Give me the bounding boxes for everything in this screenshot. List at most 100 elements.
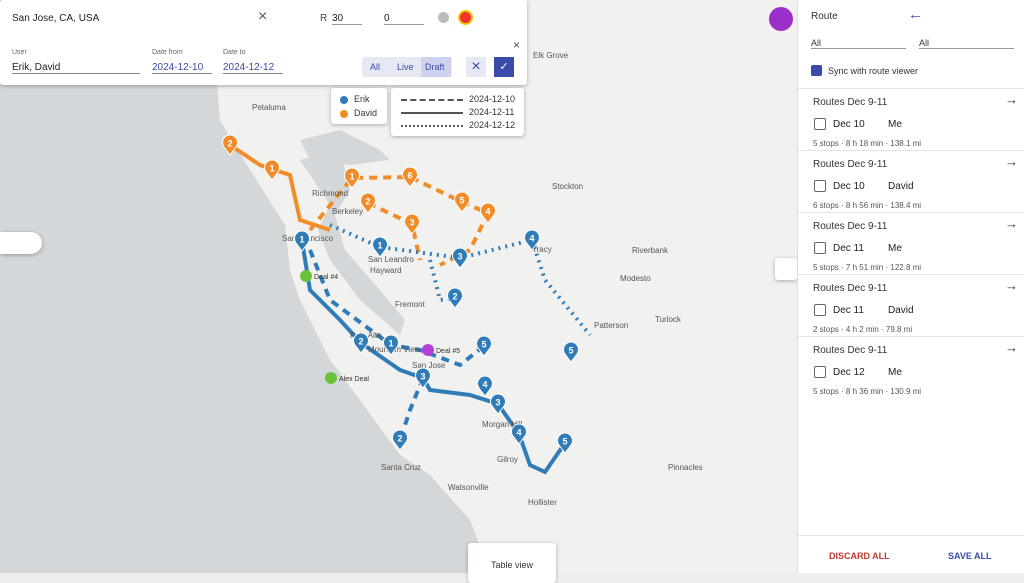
- stop-marker: [454, 191, 470, 213]
- layers-button[interactable]: [0, 232, 42, 254]
- stop-marker: [524, 229, 540, 251]
- place-label: Pinnacles: [668, 463, 703, 472]
- filter-a[interactable]: All: [811, 38, 906, 49]
- stop-number: 5: [459, 195, 464, 205]
- legend-date: 2024-12-11: [469, 107, 515, 117]
- table-view-tab[interactable]: Table view: [468, 543, 556, 583]
- cancel-button[interactable]: ×: [466, 57, 486, 77]
- stop-number: 3: [495, 397, 500, 407]
- route-date: Dec 11: [833, 243, 864, 254]
- place-label: San Jose: [412, 361, 446, 370]
- route-open[interactable]: →: [1005, 216, 1018, 231]
- route-open[interactable]: →: [1005, 340, 1018, 355]
- place-label: Stockton: [552, 182, 583, 191]
- stop-number: 1: [388, 338, 393, 348]
- place-label: Hayward: [370, 266, 402, 275]
- deal-marker: [325, 372, 337, 384]
- date-to-label: Date to: [223, 49, 246, 56]
- stop-marker: [476, 335, 492, 357]
- route-card[interactable]: Routes Dec 9-11 → Dec 12 Me 5 stops · 8 h 36…: [798, 336, 1024, 398]
- panel-title[interactable]: Route: [811, 11, 838, 22]
- filter-b[interactable]: All: [919, 38, 1014, 49]
- route-summary: 2 stops · 4 h 2 min · 79.8 mi: [813, 325, 913, 334]
- stop-marker: [360, 192, 376, 214]
- stop-marker: [452, 247, 468, 269]
- date-from[interactable]: 2024-12-10: [152, 62, 212, 74]
- legend-line: [401, 99, 463, 101]
- place-label: Watsonville: [448, 483, 489, 492]
- apply-button[interactable]: ✓: [494, 57, 514, 77]
- route-open[interactable]: →: [1005, 92, 1018, 107]
- route-summary: 5 stops · 8 h 18 min · 138.1 mi: [813, 139, 922, 148]
- route-user: Me: [888, 243, 902, 254]
- stop-number: 1: [269, 163, 274, 173]
- route-panel: Route ← All All Sync with route viewer R…: [797, 0, 1024, 573]
- radius-input[interactable]: 30: [332, 13, 362, 25]
- sync-label: Sync with route viewer: [828, 66, 919, 76]
- place-label: Richmond: [312, 189, 348, 198]
- save-button[interactable]: SAVE ALL: [948, 551, 992, 561]
- stop-number: 3: [409, 217, 414, 227]
- route-erik-1: [300, 240, 567, 475]
- route-name: Routes Dec 9-11: [813, 221, 888, 232]
- route-open[interactable]: →: [1005, 278, 1018, 293]
- route-card[interactable]: Routes Dec 9-11 → Dec 11 Me 5 stops · 7 h 51…: [798, 212, 1024, 274]
- stop-marker: [392, 429, 408, 451]
- legend-date: 2024-12-12: [469, 120, 516, 130]
- clear-button[interactable]: ×: [258, 8, 268, 25]
- deal-marker: [422, 344, 434, 356]
- route-summary: 5 stops · 8 h 36 min · 130.9 mi: [813, 387, 922, 396]
- mode-live[interactable]: Live: [397, 62, 414, 72]
- legend-line: [401, 125, 463, 127]
- place-label: Turlock: [655, 315, 682, 324]
- route-summary: 5 stops · 7 h 51 min · 122.8 mi: [813, 263, 922, 272]
- back-button[interactable]: ←: [908, 6, 923, 23]
- stop-number: 4: [529, 233, 534, 243]
- count-select[interactable]: 0: [384, 13, 424, 25]
- route-card[interactable]: Routes Dec 9-11 → Dec 11 David 2 stops · 4 h…: [798, 274, 1024, 336]
- discard-button[interactable]: DISCARD ALL: [829, 551, 890, 561]
- sync-checkbox[interactable]: [811, 65, 822, 76]
- route-card[interactable]: Routes Dec 9-11 → Dec 10 David 6 stops · 8 h…: [798, 150, 1024, 212]
- location-input[interactable]: San Jose, CA, USA: [12, 13, 100, 24]
- legend-user: David: [354, 108, 378, 118]
- deal-marker: [300, 270, 312, 282]
- stop-number: 3: [420, 371, 425, 381]
- route-date: Dec 11: [833, 305, 864, 316]
- route-card[interactable]: Routes Dec 9-11 → Dec 10 Me 5 stops · 8 h 18…: [798, 88, 1024, 150]
- place-label: Patterson: [594, 321, 628, 330]
- search-panel: San Jose, CA, USA × R 30 0 × User Erik, …: [0, 0, 527, 85]
- stop-marker: [294, 230, 310, 252]
- calendar-icon: [814, 304, 826, 316]
- close-filters[interactable]: ×: [513, 38, 521, 52]
- stop-number: 2: [452, 291, 457, 301]
- pin-button[interactable]: [769, 7, 793, 31]
- calendar-icon: [814, 242, 826, 254]
- stop-marker: [222, 134, 238, 156]
- calendar-icon: [814, 118, 826, 130]
- heat-toggle[interactable]: [460, 12, 471, 23]
- stop-marker: [344, 167, 360, 189]
- user-select[interactable]: Erik, David: [12, 62, 140, 74]
- stop-number: 5: [562, 436, 567, 446]
- stop-number: 3: [457, 251, 462, 261]
- deal-label: Deal #5: [436, 348, 460, 355]
- footer-divider: [798, 535, 1024, 536]
- status-dot[interactable]: [438, 12, 449, 23]
- stop-number: 4: [482, 379, 487, 389]
- table-view-label[interactable]: Table view: [491, 560, 534, 570]
- route-user: David: [888, 181, 914, 192]
- date-to[interactable]: 2024-12-12: [223, 62, 283, 74]
- mode-all[interactable]: All: [370, 62, 381, 72]
- panel-toggle[interactable]: [775, 258, 797, 280]
- place-label: Petaluma: [252, 103, 286, 112]
- mode-draft-bg: [421, 57, 451, 77]
- place-label: Elk Grove: [533, 51, 569, 60]
- mode-draft[interactable]: Draft: [425, 62, 445, 72]
- stop-number: 5: [481, 339, 486, 349]
- route-date: Dec 10: [833, 181, 865, 192]
- route-name: Routes Dec 9-11: [813, 283, 888, 294]
- route-open[interactable]: →: [1005, 154, 1018, 169]
